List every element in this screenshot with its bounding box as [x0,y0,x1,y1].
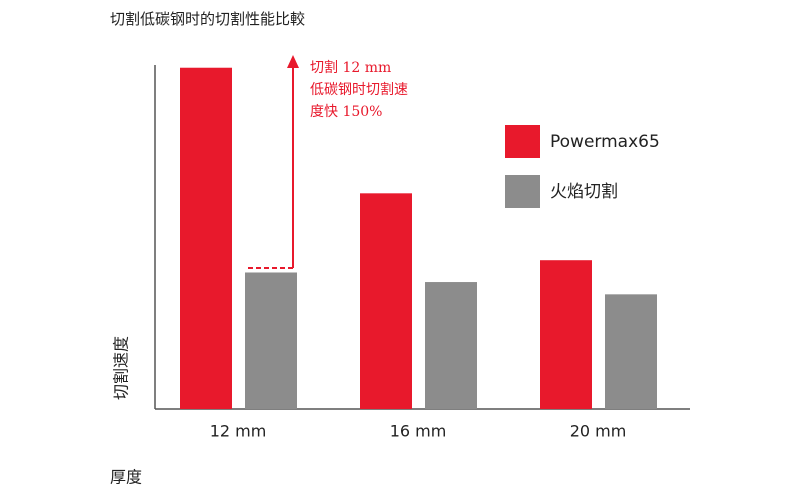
x-tick-label: 16 mm [390,422,447,441]
bar [180,67,232,409]
legend-label: Powermax65 [550,132,660,152]
bar [540,260,592,409]
arrow-head [287,55,299,68]
x-axis-label: 厚度 [110,468,142,487]
bar [425,282,477,409]
annotation: 度快 150% [310,104,382,120]
legend-label: 火焰切割 [550,182,618,202]
x-tick-label: 20 mm [570,422,627,441]
legend-swatch [505,175,540,208]
legend-swatch [505,125,540,158]
x-tick-label: 12 mm [210,422,267,441]
annotation: 低碳钢时切割速 [310,81,408,98]
y-axis-label: 切割速度 [112,336,131,400]
bar [360,193,412,409]
bar [245,272,297,409]
bar [605,294,657,409]
annotation: 切割 12 mm [310,59,391,76]
chart-title: 切割低碳钢时的切割性能比較 [110,10,305,28]
